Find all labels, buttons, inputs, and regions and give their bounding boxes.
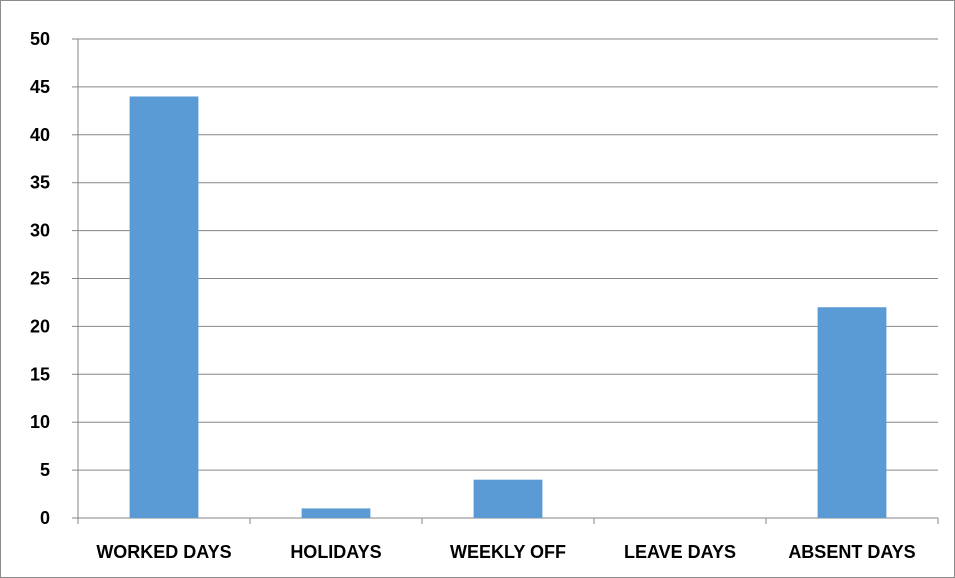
y-tick-label: 25 (30, 269, 50, 289)
y-tick-label: 50 (30, 29, 50, 49)
bar-absent-days (817, 307, 887, 518)
y-tick-label: 15 (30, 364, 50, 384)
y-tick-label: 20 (30, 316, 50, 336)
y-tick-label: 45 (30, 77, 50, 97)
y-tick-label: 10 (30, 412, 50, 432)
x-tick-label: LEAVE DAYS (624, 542, 736, 562)
x-tick-label: WORKED DAYS (96, 542, 231, 562)
y-tick-labels: 0 5 10 15 20 25 30 35 40 45 50 (30, 29, 50, 528)
gridlines (78, 38, 938, 471)
y-tick-label: 35 (30, 173, 50, 193)
x-tick-labels: WORKED DAYS HOLIDAYS WEEKLY OFF LEAVE DAYS A… (96, 542, 915, 562)
bar-weekly-off (473, 479, 543, 518)
y-tick-label: 40 (30, 125, 50, 145)
bars (129, 96, 887, 518)
bar-holidays (301, 508, 371, 518)
y-tick-label: 0 (40, 508, 50, 528)
bar-worked-days (129, 96, 199, 518)
axes (72, 38, 939, 524)
x-tick-label: WEEKLY OFF (450, 542, 566, 562)
y-tick-label: 5 (40, 460, 50, 480)
x-tick-label: HOLIDAYS (290, 542, 381, 562)
y-tick-label: 30 (30, 221, 50, 241)
x-tick-label: ABSENT DAYS (788, 542, 915, 562)
